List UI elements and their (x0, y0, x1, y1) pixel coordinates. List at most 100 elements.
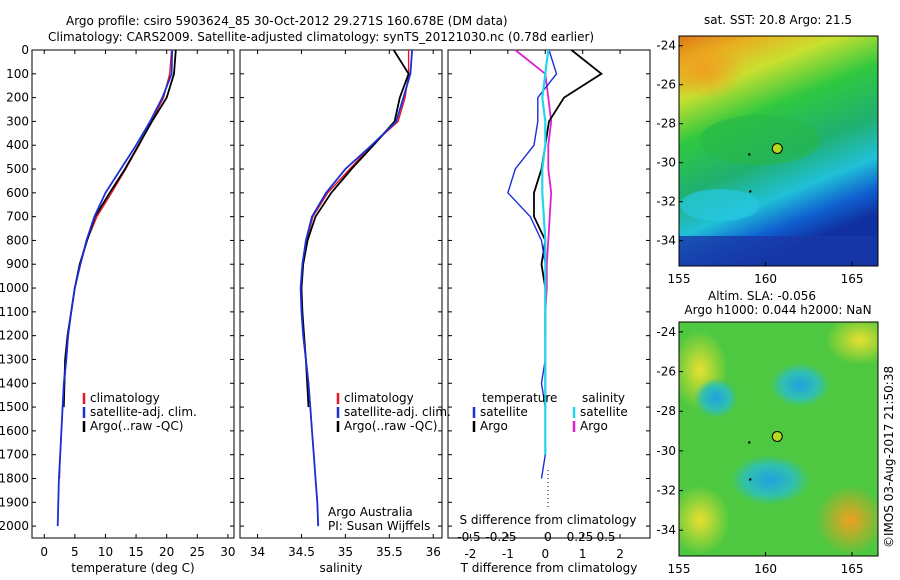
y-tick-label: 1200 (0, 329, 29, 343)
y-tick-label: 1100 (0, 305, 29, 319)
sla_map-y-tick-label: -28 (656, 404, 676, 418)
sst_map-argo-marker (771, 142, 783, 154)
temp-legend-label: climatology (90, 391, 160, 405)
figure-title-line-1: Argo profile: csiro 5903624_85 30-Oct-20… (66, 14, 508, 28)
S-tick-label: -0.25 (485, 530, 516, 544)
temp-legend-label: Argo(..raw -QC) (90, 419, 183, 433)
sst-map-title: sat. SST: 20.8 Argo: 21.5 (704, 13, 852, 27)
T-tick-label: 2 (616, 547, 624, 561)
salinity-x-tick-label: 34 (250, 545, 265, 559)
diff-legend-S-label: satellite (580, 405, 628, 419)
S-tick-label: -0.5 (457, 530, 480, 544)
sal-legend-label: satellite-adj. clim. (344, 405, 451, 419)
salinity-argo-line (300, 49, 410, 408)
sst_map-y-tick-label: -28 (656, 117, 676, 131)
sla_map-x-tick-label: 155 (668, 562, 691, 576)
sst_map-track-dot (748, 153, 751, 156)
y-tick-label: 1600 (0, 424, 29, 438)
diff-T-argo-line (533, 49, 603, 336)
sla-map-title-line-2: Argo h1000: 0.044 h2000: NaN (684, 303, 871, 317)
sst_map-y-tick-label: -26 (656, 78, 676, 92)
salinity-x-tick-label: 35 (338, 545, 353, 559)
footer-credit: ©IMOS 03-Aug-2017 21:50:38 (882, 366, 896, 548)
sla-map-image (679, 322, 878, 556)
y-tick-label: 1300 (0, 352, 29, 366)
sla_map-track-dot (748, 441, 751, 444)
y-tick-label: 300 (6, 114, 29, 128)
sal-legend-label: climatology (344, 391, 414, 405)
diff-S-satellite-line (541, 49, 550, 455)
temp-legend-label: satellite-adj. clim. (90, 405, 197, 419)
y-tick-label: 100 (6, 67, 29, 81)
sst-map-image (679, 36, 878, 266)
sla_map-track-dot (749, 478, 752, 481)
y-tick-label: 1700 (0, 448, 29, 462)
sst_map-x-tick-label: 165 (841, 272, 864, 286)
sst-green-band (700, 115, 820, 165)
sst_map-x-tick-label: 160 (754, 272, 777, 286)
diff-legend-T-label: satellite (480, 405, 528, 419)
salinity-x-tick-label: 35.5 (376, 545, 403, 559)
sst_map-y-tick-label: -34 (656, 234, 676, 248)
temperature-x-tick-label: 25 (190, 545, 205, 559)
sst-cool-band (680, 189, 760, 221)
sst_map-y-tick-label: -32 (656, 195, 676, 209)
annotation-line-2: PI: Susan Wijffels (328, 519, 430, 533)
annotation-line-1: Argo Australia (328, 505, 413, 519)
sal-legend-label: Argo(..raw -QC) (344, 419, 437, 433)
y-tick-label: 1900 (0, 495, 29, 509)
salinity-satellite-line (299, 49, 413, 527)
sla-low-1 (694, 378, 738, 418)
difference-panel: T difference from climatology (447, 49, 651, 575)
difference-x-label: T difference from climatology (460, 561, 638, 575)
sla-high-4 (679, 485, 730, 555)
temperature-panel: 0100200300400500600700800900100011001200… (0, 43, 236, 575)
T-tick-label: -1 (502, 547, 514, 561)
salinity-x-tick-label: 34.5 (288, 545, 315, 559)
y-tick-label: 700 (6, 210, 29, 224)
sla-high-3 (815, 485, 878, 555)
diff-legend-S-heading: salinity (582, 391, 625, 405)
y-tick-label: 0 (21, 43, 29, 57)
y-tick-label: 500 (6, 162, 29, 176)
sla_map-y-tick-label: -24 (656, 325, 676, 339)
sla_map-x-tick-label: 165 (841, 562, 864, 576)
y-tick-label: 1400 (0, 376, 29, 390)
T-tick-label: -2 (464, 547, 476, 561)
S-tick-label: 0.25 (567, 530, 594, 544)
S-tick-label: 0.5 (596, 530, 615, 544)
sla_map-frame (678, 321, 879, 557)
salinity-x-tick-label: 36 (426, 545, 441, 559)
y-tick-label: 1000 (0, 281, 29, 295)
sst_map-track-dot (749, 190, 752, 193)
sla-high-2 (825, 322, 878, 365)
y-tick-label: 200 (6, 91, 29, 105)
sla-low-3 (730, 455, 810, 505)
temperature-x-tick-label: 30 (220, 545, 235, 559)
sla-low-2 (770, 363, 830, 407)
y-tick-label: 600 (6, 186, 29, 200)
sst_map-y-tick-label: -24 (656, 39, 676, 53)
y-tick-label: 1500 (0, 400, 29, 414)
sla_map-argo-marker (771, 430, 783, 442)
sla_map-y-tick-label: -32 (656, 484, 676, 498)
diff-legend-T-label: Argo (480, 419, 508, 433)
sst-cold-region (679, 236, 878, 266)
temperature-x-label: temperature (deg C) (71, 561, 194, 575)
sst_map-x-tick-label: 155 (668, 272, 691, 286)
S-tick-label: 0 (544, 530, 552, 544)
sla_map-y-tick-label: -26 (656, 365, 676, 379)
S-axis-label: S difference from climatology (460, 513, 637, 527)
sla_map-y-tick-label: -30 (656, 444, 676, 458)
diff-legend-T-heading: temperature (482, 391, 557, 405)
sst_map-frame (678, 35, 879, 267)
sst_map-y-tick-label: -30 (656, 156, 676, 170)
y-tick-label: 800 (6, 233, 29, 247)
y-tick-label: 400 (6, 138, 29, 152)
salinity-frame (239, 49, 443, 539)
temperature-x-tick-label: 5 (71, 545, 79, 559)
T-tick-label: 1 (579, 547, 587, 561)
temperature-x-tick-label: 0 (40, 545, 48, 559)
sla_map-x-tick-label: 160 (754, 562, 777, 576)
